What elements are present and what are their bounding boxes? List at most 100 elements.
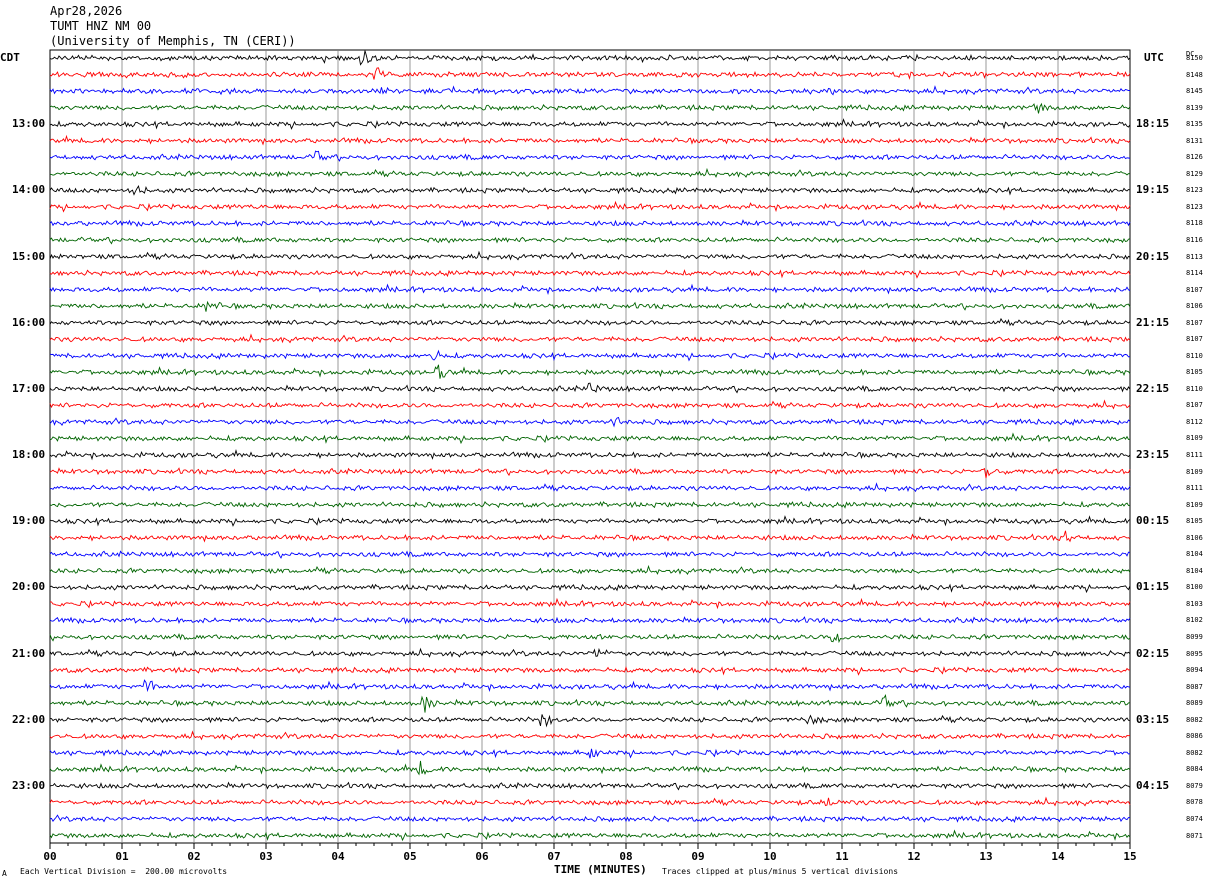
trace-row-1 [49,67,1131,80]
x-tick-label-10: 10 [763,850,776,863]
trace-row-5 [49,134,1131,146]
dc-offset-label: 8109 [1186,467,1203,476]
x-tick-label-13: 13 [979,850,992,863]
trace-row-41 [49,730,1131,741]
trace-row-34 [49,616,1131,625]
dc-offset-label: 8112 [1186,417,1203,426]
cdt-hour-label: 15:00 [12,249,46,263]
dc-offset-label: 8071 [1186,831,1203,840]
x-tick-label-1: 01 [115,850,129,863]
dc-offset-label: 8078 [1186,798,1203,807]
dc-offset-label: 8123 [1186,186,1203,195]
dc-offset-label: 8094 [1186,666,1203,675]
cdt-hour-label: 19:00 [12,514,46,528]
utc-hour-label: 02:15 [1136,646,1170,660]
trace-row-13 [49,269,1131,279]
dc-offset-label: 8100 [1186,583,1203,592]
cdt-hour-label: 23:00 [12,778,46,792]
x-tick-label-8: 08 [619,850,632,863]
dc-offset-label: 8074 [1186,814,1203,823]
left-timezone-label: CDT [0,51,20,64]
dc-offset-label: 8131 [1186,136,1203,145]
cdt-hour-label: 13:00 [12,117,46,131]
x-tick-label-7: 07 [547,850,560,863]
trace-row-46 [49,814,1131,824]
cdt-hour-label: 16:00 [12,315,46,329]
x-tick-label-4: 04 [331,850,345,863]
x-tick-label-6: 06 [475,850,489,863]
trace-row-23 [49,432,1131,445]
dc-offset-label: 8148 [1186,70,1203,79]
dc-offset-label: 8139 [1186,103,1203,112]
trace-row-37 [49,666,1130,676]
trace-row-15 [49,300,1131,312]
utc-hour-label: 19:15 [1136,183,1170,197]
dc-offset-label: 8102 [1186,616,1203,625]
utc-hour-label: 18:15 [1136,117,1170,131]
dc-offset-label: 8118 [1186,219,1203,228]
trace-row-44 [49,781,1131,791]
utc-hour-label: 21:15 [1136,315,1170,329]
cdt-hour-label: 14:00 [12,183,46,197]
trace-row-33 [50,597,1131,610]
dc-offset-label: 8099 [1186,632,1203,641]
dc-offset-label: 8135 [1186,120,1203,129]
dc-offset-label: 8106 [1186,533,1203,542]
utc-hour-label: 22:15 [1136,381,1170,395]
trace-row-4 [49,118,1131,130]
dc-offset-label: 8107 [1186,335,1203,344]
dc-offset-label: 8150 [1186,54,1203,62]
trace-row-18 [49,349,1131,362]
dc-offset-label: 8103 [1186,599,1203,608]
trace-row-45 [49,796,1131,807]
dc-offset-label: 8110 [1186,351,1203,360]
dc-offset-label: 8082 [1186,715,1203,724]
dc-offset-label: 8089 [1186,699,1203,708]
x-tick-label-5: 05 [403,850,416,863]
trace-row-24 [49,449,1131,461]
trace-row-27 [49,500,1131,509]
scale-note: Each Vertical Division = 200.00 microvol… [20,867,228,876]
dc-offset-label: 8111 [1186,484,1203,493]
corner-mark: A [2,869,7,878]
dc-offset-label: 8106 [1186,302,1203,311]
x-tick-label-9: 09 [691,850,704,863]
x-tick-label-2: 02 [187,850,200,863]
trace-row-26 [49,482,1131,493]
dc-offset-label: 8114 [1186,269,1203,278]
dc-offset-label: 8113 [1186,252,1203,261]
trace-row-20 [49,382,1131,394]
trace-row-16 [49,317,1131,327]
dc-offset-label: 8111 [1186,451,1203,460]
trace-row-8 [49,184,1131,196]
x-tick-label-11: 11 [835,850,849,863]
utc-hour-label: 01:15 [1136,580,1170,594]
dc-offset-label: 8129 [1186,169,1203,178]
trace-row-3 [49,102,1131,114]
recording-date: Apr28,2026 [50,4,123,18]
dc-offset-label: 8104 [1186,566,1203,575]
cdt-hour-label: 20:00 [12,580,46,594]
dc-offset-label: 8082 [1186,748,1203,757]
trace-row-36 [49,647,1131,658]
trace-row-9 [49,200,1131,213]
right-timezone-label: UTC [1144,51,1164,64]
station-id: TUMT HNZ NM 00 [50,19,152,33]
utc-hour-label: 04:15 [1136,778,1170,792]
trace-row-43 [49,760,1131,776]
dc-offset-label: 8104 [1186,550,1203,559]
dc-offset-label: 8095 [1186,649,1203,658]
dc-offset-label: 8086 [1186,732,1203,741]
network-name: (University of Memphis, TN (CERI)) [50,34,296,48]
trace-row-31 [49,564,1131,575]
trace-row-47 [49,829,1131,842]
trace-row-39 [49,693,1131,713]
dc-offset-label: 8123 [1186,202,1203,211]
trace-row-12 [49,250,1131,261]
plot-frame [49,49,1131,844]
x-tick-label-0: 00 [43,850,56,863]
clip-note: Traces clipped at plus/minus 5 vertical … [662,867,899,876]
x-tick-label-14: 14 [1051,850,1065,863]
x-tick-label-15: 15 [1123,850,1136,863]
trace-row-25 [49,467,1131,479]
